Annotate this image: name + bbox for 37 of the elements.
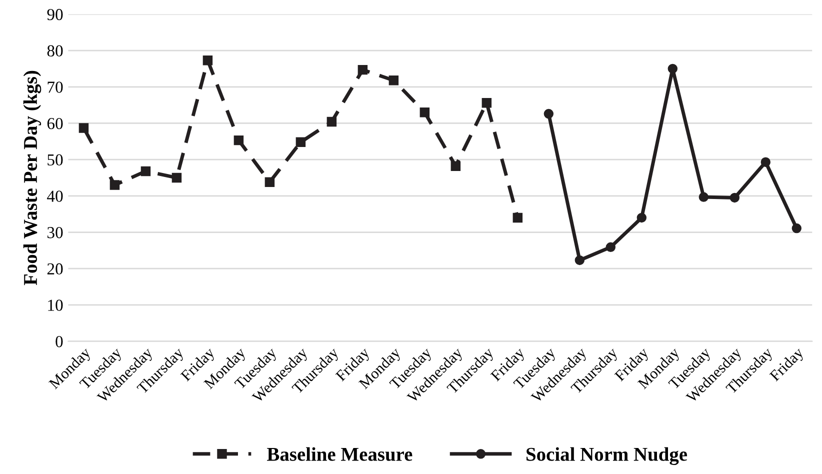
point [388, 75, 399, 86]
y-tick-label: 90 [47, 8, 63, 20]
point [110, 180, 120, 190]
point [760, 157, 771, 167]
point [450, 161, 461, 171]
point [606, 242, 616, 252]
y-tick-label: 40 [47, 190, 63, 202]
point [730, 192, 740, 203]
y-tick-label: 50 [48, 154, 63, 166]
point [636, 212, 647, 223]
point [482, 98, 492, 108]
point [234, 135, 244, 146]
point [698, 192, 709, 202]
y-tick-label: 0 [56, 336, 63, 348]
point [172, 172, 182, 183]
point [140, 166, 151, 176]
point [326, 116, 337, 127]
point [574, 255, 585, 266]
y-tick-label: 80 [47, 45, 63, 57]
point [668, 64, 678, 74]
point [202, 56, 213, 66]
y-tick-label: 10 [48, 300, 63, 311]
point [264, 177, 275, 187]
point [512, 212, 523, 223]
y-tick-label: 60 [47, 118, 63, 130]
point [296, 137, 306, 147]
y-tick-label: 20 [47, 263, 63, 275]
y-tick-label: 70 [48, 82, 63, 93]
point [78, 123, 89, 133]
point [544, 108, 554, 119]
y-axis-title: Food Waste Per Day (kgs) [23, 70, 42, 286]
y-tick-label: 30 [47, 226, 63, 238]
legend-label: Social Norm Nudge [526, 447, 688, 465]
point [358, 64, 368, 75]
point [420, 107, 430, 118]
point [792, 223, 802, 234]
legend-label: Baseline Measure [267, 447, 412, 461]
